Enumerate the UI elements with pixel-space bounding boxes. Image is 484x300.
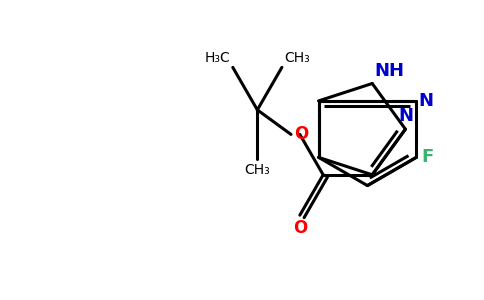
Text: CH₃: CH₃ <box>284 51 310 65</box>
Text: N: N <box>419 92 434 110</box>
Text: CH₃: CH₃ <box>244 163 270 177</box>
Text: O: O <box>294 125 308 143</box>
Text: H₃C: H₃C <box>205 51 230 65</box>
Text: N: N <box>398 107 413 125</box>
Text: O: O <box>293 219 307 237</box>
Text: NH: NH <box>375 61 405 80</box>
Text: F: F <box>421 148 434 166</box>
